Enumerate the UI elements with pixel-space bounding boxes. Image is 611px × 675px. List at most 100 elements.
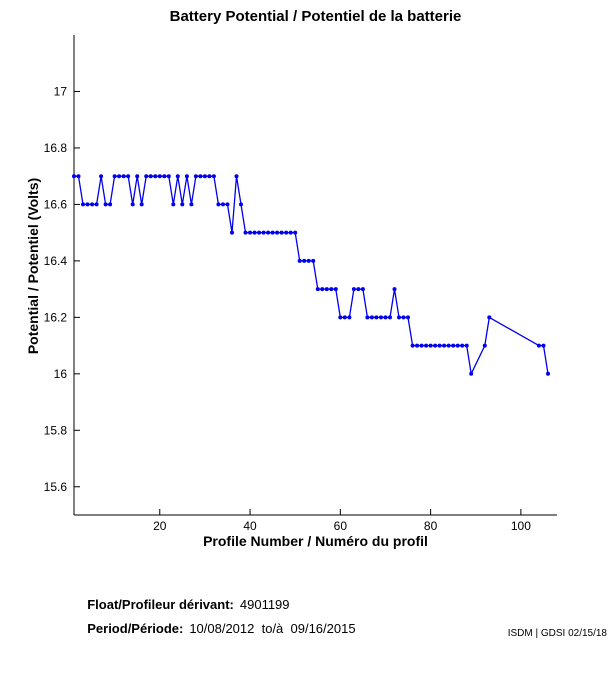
y-tick-label: 16.2: [44, 310, 68, 324]
battery-potential-point: [243, 230, 248, 235]
battery-potential-point: [546, 371, 550, 376]
y-tick-label: 17: [54, 84, 68, 98]
battery-potential-point: [130, 202, 135, 207]
battery-potential-point: [360, 287, 365, 292]
battery-potential-point: [202, 174, 207, 179]
battery-potential-point: [279, 230, 284, 235]
battery-potential-point: [460, 343, 465, 348]
agency-datestamp: ISDM | GDSI 02/15/18: [507, 628, 607, 639]
battery-potential-point: [248, 230, 252, 235]
battery-potential-point: [388, 315, 392, 320]
float-id-label: Float/Profileur dérivant:: [87, 597, 234, 612]
battery-potential-point: [451, 343, 456, 348]
battery-potential-point: [189, 202, 194, 207]
battery-potential-point: [428, 343, 433, 348]
battery-potential-point: [275, 230, 280, 235]
battery-potential-point: [108, 202, 113, 207]
battery-potential-point: [180, 202, 185, 207]
float-id-line: Float/Profileur dérivant: 4901199: [80, 582, 289, 612]
battery-potential-point: [311, 258, 316, 263]
y-tick-label: 16.6: [44, 197, 68, 211]
y-axis-label: Potential / Potentiel (Volts): [25, 177, 41, 355]
battery-potential-point: [81, 202, 85, 207]
battery-potential-point: [369, 315, 374, 320]
battery-potential-point: [397, 315, 401, 320]
battery-potential-point: [302, 258, 307, 263]
battery-potential-point: [193, 174, 198, 179]
battery-potential-point: [320, 287, 325, 292]
battery-potential-point: [94, 202, 99, 207]
battery-potential-point: [442, 343, 447, 348]
x-axis-label: Profile Number / Numéro du profil: [203, 533, 428, 549]
battery-potential-point: [351, 287, 356, 292]
battery-potential-point: [216, 202, 221, 207]
battery-potential-point: [482, 343, 487, 348]
chart-title: Battery Potential / Potentiel de la batt…: [169, 8, 462, 25]
battery-potential-point: [333, 287, 338, 292]
battery-potential-point: [315, 287, 320, 292]
y-tick-label: 15.6: [44, 480, 68, 494]
battery-potential-point: [541, 343, 546, 348]
battery-potential-point: [76, 174, 81, 179]
battery-potential-point: [433, 343, 438, 348]
x-tick-label: 80: [424, 519, 438, 533]
battery-potential-point: [175, 174, 180, 179]
battery-potential-point: [166, 174, 171, 179]
battery-potential-point: [157, 174, 162, 179]
battery-potential-point: [153, 174, 158, 179]
x-tick-label: 100: [511, 519, 531, 533]
battery-potential-point: [338, 315, 343, 320]
battery-potential-point: [103, 202, 108, 207]
battery-potential-point: [455, 343, 460, 348]
battery-potential-point: [342, 315, 347, 320]
battery-potential-point: [536, 343, 541, 348]
battery-potential-point: [198, 174, 203, 179]
battery-potential-point: [85, 202, 90, 207]
battery-potential-point: [392, 287, 397, 292]
battery-potential-point: [266, 230, 271, 235]
battery-potential-point: [270, 230, 275, 235]
battery-potential-point: [257, 230, 262, 235]
y-tick-label: 16: [54, 367, 68, 381]
battery-potential-point: [211, 174, 216, 179]
battery-potential-line: [74, 175, 549, 375]
battery-potential-point: [99, 174, 104, 179]
battery-potential-point: [261, 230, 266, 235]
battery-potential-point: [464, 343, 469, 348]
battery-potential-point: [284, 230, 289, 235]
battery-potential-point: [139, 202, 144, 207]
battery-potential-point: [121, 174, 126, 179]
y-tick-label: 16.8: [44, 141, 68, 155]
battery-potential-point: [225, 202, 230, 207]
battery-potential-point: [487, 315, 492, 320]
battery-potential-point: [324, 287, 329, 292]
battery-potential-point: [379, 315, 383, 320]
period-label: Period/Période:: [87, 621, 184, 636]
battery-potential-point: [112, 174, 117, 179]
battery-potential-point: [184, 174, 189, 179]
y-tick-label: 15.8: [44, 423, 68, 437]
battery-potential-point: [252, 230, 257, 235]
battery-potential-point: [297, 258, 302, 263]
battery-potential-point: [162, 174, 167, 179]
battery-potential-point: [239, 202, 243, 207]
battery-potential-point: [365, 315, 370, 320]
battery-potential-point: [424, 343, 429, 348]
battery-potential-point: [126, 174, 131, 179]
battery-potential-point: [383, 315, 388, 320]
battery-potential-point: [72, 174, 76, 179]
battery-potential-point: [234, 174, 239, 179]
battery-potential-point: [230, 230, 234, 235]
battery-potential-point: [469, 371, 474, 376]
x-tick-label: 20: [153, 519, 167, 533]
battery-potential-point: [437, 343, 442, 348]
battery-potential-point: [90, 202, 95, 207]
battery-potential-point: [293, 230, 298, 235]
battery-potential-point: [415, 343, 420, 348]
battery-potential-point: [221, 202, 225, 207]
battery-potential-point: [374, 315, 379, 320]
battery-potential-point: [347, 315, 352, 320]
battery-potential-point: [288, 230, 293, 235]
battery-potential-point: [410, 343, 415, 348]
